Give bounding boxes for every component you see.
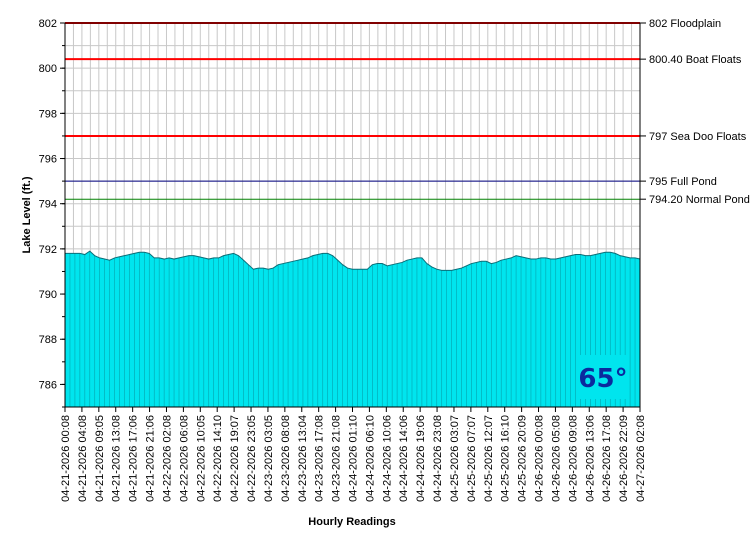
x-tick-label: 04-25-2026 20:09 (517, 415, 529, 502)
x-tick-label: 04-26-2026 22:09 (618, 415, 630, 502)
x-tick-label: 04-25-2026 07:07 (466, 415, 478, 502)
x-axis-ticks: 04-21-2026 00:08 04-21-2026 04:08 04-21-20… (60, 407, 647, 502)
y-tick-label: 790 (39, 289, 57, 301)
x-tick-label: 04-22-2026 23:05 (246, 415, 258, 502)
x-tick-label: 04-21-2026 00:08 (60, 415, 72, 502)
reference-line-label: 800.40 Boat Floats (649, 54, 742, 66)
x-tick-label: 04-22-2026 06:08 (178, 415, 190, 502)
temperature-badge: 65° (577, 355, 629, 399)
reference-line-label: 794.20 Normal Pond (649, 194, 750, 206)
x-tick-label: 04-23-2026 13:04 (297, 415, 309, 502)
y-tick-label: 798 (39, 108, 57, 120)
x-tick-label: 04-22-2026 19:07 (229, 415, 241, 502)
reference-line-label: 797 Sea Doo Floats (649, 131, 747, 143)
x-axis-title: Hourly Readings (308, 516, 395, 528)
x-tick-label: 04-24-2026 23:08 (432, 415, 444, 502)
x-tick-label: 04-24-2026 14:06 (398, 415, 410, 502)
data-area-layer (64, 250, 641, 407)
reference-line-label: 802 Floodplain (649, 18, 721, 30)
x-tick-label: 04-25-2026 16:10 (500, 415, 512, 502)
x-tick-label: 04-23-2026 08:08 (280, 415, 292, 502)
x-tick-label: 04-22-2026 10:05 (195, 415, 207, 502)
x-tick-label: 04-21-2026 21:06 (145, 415, 157, 502)
x-tick-label: 04-27-2026 02:08 (635, 415, 647, 502)
x-tick-label: 04-21-2026 04:08 (77, 415, 89, 502)
x-tick-label: 04-24-2026 19:06 (415, 415, 427, 502)
x-tick-label: 04-26-2026 09:08 (567, 415, 579, 502)
reference-line-labels: 802 Floodplain 800.40 Boat Floats 797 Sea … (640, 18, 750, 206)
reference-line-label: 795 Full Pond (649, 176, 717, 188)
y-tick-label: 800 (39, 63, 57, 75)
x-tick-label: 04-26-2026 17:08 (601, 415, 613, 502)
x-tick-label: 04-24-2026 10:06 (381, 415, 393, 502)
x-tick-label: 04-23-2026 03:05 (263, 415, 275, 502)
y-axis-title: Lake Level (ft.) (21, 176, 33, 253)
x-tick-label: 04-26-2026 05:08 (550, 415, 562, 502)
temperature-value: 65° (578, 364, 627, 394)
x-tick-label: 04-26-2026 13:06 (584, 415, 596, 502)
x-tick-label: 04-22-2026 02:08 (161, 415, 173, 502)
y-tick-label: 788 (39, 334, 57, 346)
y-tick-label: 796 (39, 154, 57, 166)
y-tick-label: 786 (39, 379, 57, 391)
x-tick-label: 04-21-2026 13:08 (111, 415, 123, 502)
series-line (65, 250, 641, 271)
x-tick-label: 04-24-2026 01:10 (348, 415, 360, 502)
x-tick-label: 04-23-2026 21:08 (331, 415, 343, 502)
x-tick-label: 04-25-2026 03:07 (449, 415, 461, 502)
x-tick-label: 04-25-2026 12:07 (483, 415, 495, 502)
y-tick-label: 802 (39, 18, 57, 30)
x-tick-label: 04-22-2026 14:10 (212, 415, 224, 502)
x-tick-label: 04-24-2026 06:10 (364, 415, 376, 502)
y-axis-ticks: 786 788 790 792 794 796 798 800 802 (39, 18, 65, 408)
x-tick-label: 04-23-2026 17:08 (314, 415, 326, 502)
x-tick-label: 04-21-2026 09:05 (94, 415, 106, 502)
x-tick-label: 04-21-2026 17:06 (128, 415, 140, 502)
y-tick-label: 794 (39, 199, 57, 211)
x-tick-label: 04-26-2026 00:08 (534, 415, 546, 502)
y-tick-label: 792 (39, 244, 57, 256)
temperature-badge-background (577, 355, 629, 399)
